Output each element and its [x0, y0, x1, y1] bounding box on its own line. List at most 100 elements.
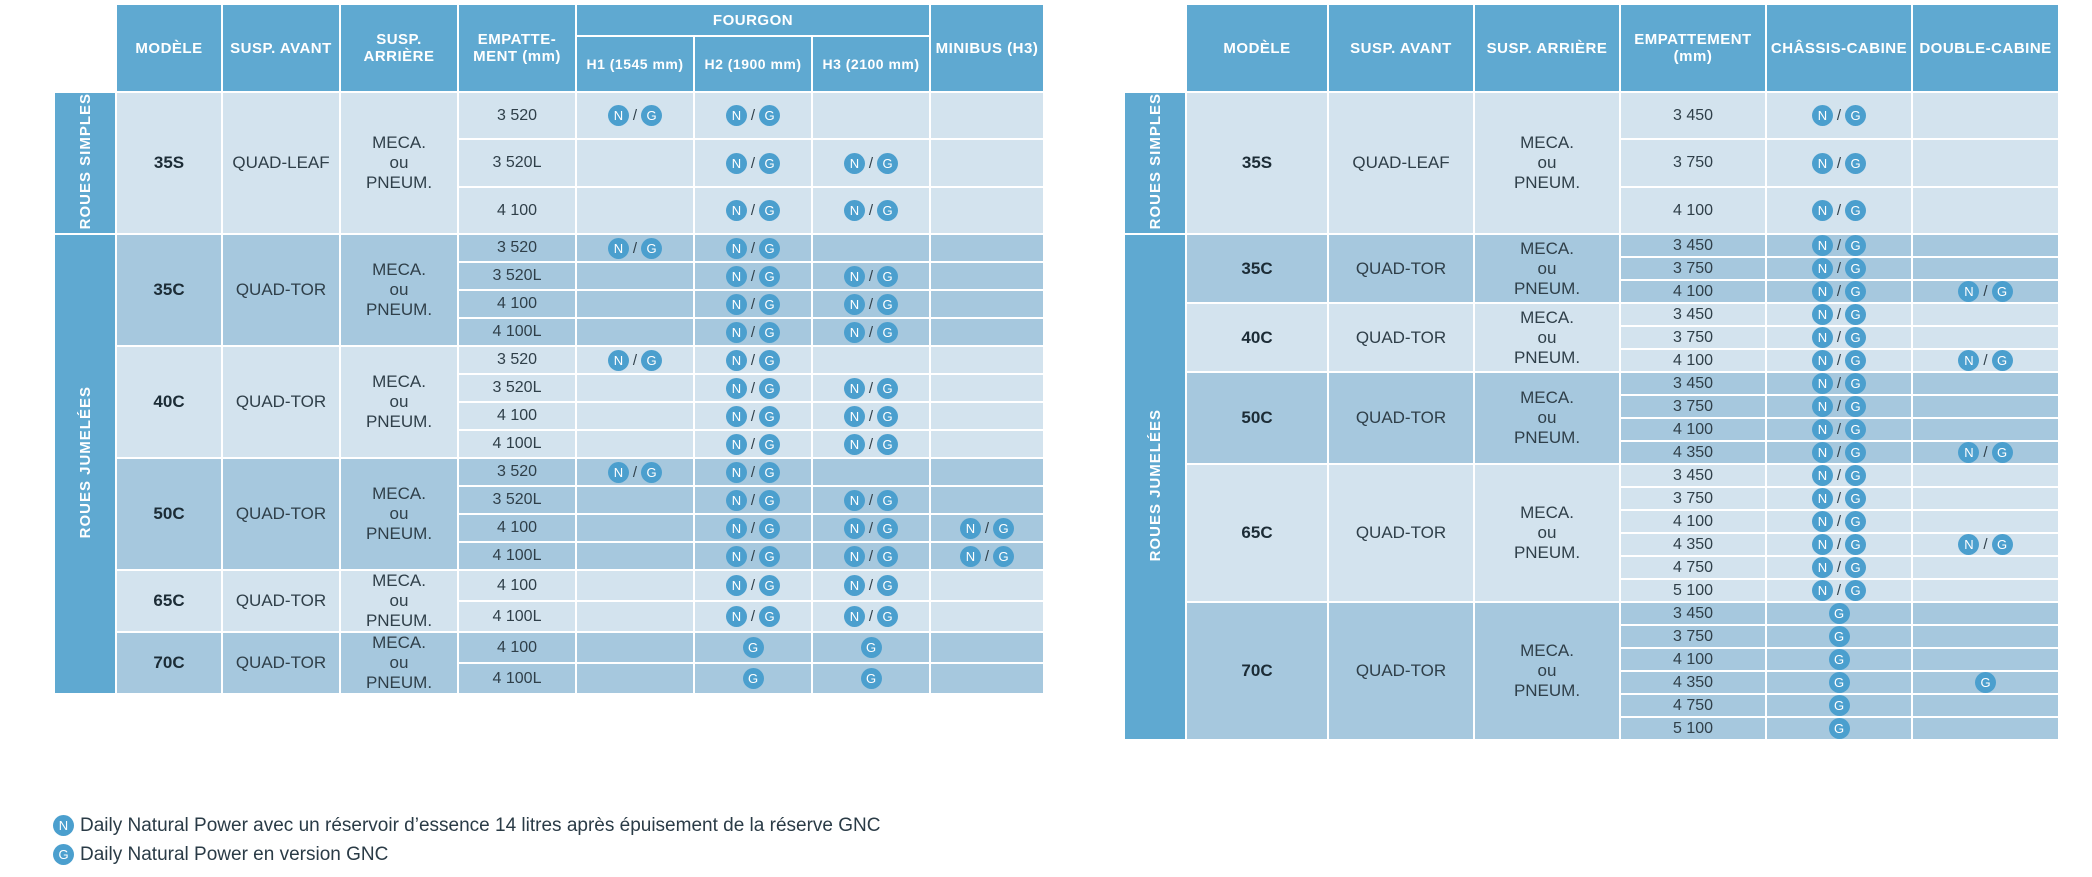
availability-cell	[575, 373, 695, 404]
susp-front-cell: QUAD-TOR	[1327, 463, 1475, 604]
susp-rear-line: ou	[389, 653, 409, 673]
g-circle-icon: G	[1845, 305, 1867, 325]
availability-cell: N / G	[1765, 509, 1913, 535]
availability-cell: G	[811, 662, 931, 696]
separator: /	[632, 239, 638, 257]
table-row: 3 520L N / G N / G	[54, 485, 1045, 516]
separator: /	[1836, 513, 1842, 531]
separator: /	[1836, 490, 1842, 508]
availability-cell: G	[1765, 647, 1913, 673]
availability-cell	[1911, 555, 2060, 581]
fourgon-table: MODÈLE SUSP. AVANT SUSP. ARRIÈRE EMPATTE…	[53, 3, 1045, 696]
availability-cell: N / G	[1765, 302, 1913, 328]
n-circle-icon: N	[607, 237, 629, 259]
wheelbase-cell: 3 450	[1619, 371, 1767, 397]
g-circle-icon: G	[993, 517, 1015, 539]
availability-cell: G	[811, 631, 931, 665]
wheelbase-cell: 4 350	[1619, 532, 1767, 558]
table-row: 3 750 N / G	[1124, 256, 2060, 282]
g-circle-icon: G	[1991, 282, 2013, 302]
g-circle-icon: G	[877, 489, 899, 511]
wheelbase-cell: 4 100	[457, 401, 577, 432]
availability-cell: N / G	[575, 233, 695, 264]
n-circle-icon: N	[725, 606, 747, 628]
separator: /	[750, 323, 756, 341]
susp-rear-cell: MECA. ou PNEUM.	[339, 345, 459, 460]
side-label-roues-jumelees: ROUES JUMELÉES	[53, 233, 117, 696]
corner-blank	[54, 4, 116, 92]
susp-rear-cell: MECA. ou PNEUM.	[1473, 302, 1621, 374]
g-circle-icon: G	[759, 517, 781, 539]
separator: /	[750, 463, 756, 481]
g-circle-icon: G	[1845, 489, 1867, 509]
model-cell: 50C	[115, 457, 223, 572]
wheelbase-cell: 3 450	[1619, 463, 1767, 489]
separator: /	[1836, 107, 1842, 125]
availability-cell: N / G	[693, 90, 813, 141]
table-row: 3 520L N / G N / G	[54, 261, 1045, 292]
n-circle-icon: N	[1958, 282, 1980, 302]
availability-cell: N / G	[811, 569, 931, 603]
table-row: 70C QUAD-TOR MECA. ou PNEUM. 3 450 G	[1124, 601, 2060, 742]
susp-rear-line: PNEUM.	[1513, 543, 1581, 563]
separator: /	[1983, 352, 1988, 370]
wheelbase-cell: 4 100	[1619, 417, 1767, 443]
n-circle-icon: N	[1811, 351, 1833, 371]
availability-cell	[929, 373, 1045, 404]
model-cell: 40C	[115, 345, 223, 460]
wheelbase-cell: 4 100	[457, 185, 577, 236]
availability-cell: N / G	[1911, 279, 2060, 305]
availability-cell	[929, 289, 1045, 320]
n-circle-icon: N	[725, 265, 747, 287]
table-row: 3 750 N / G	[1124, 325, 2060, 351]
availability-cell	[929, 345, 1045, 376]
availability-cell: N / G	[1911, 440, 2060, 466]
separator: /	[868, 491, 874, 509]
g-circle-icon: G	[877, 405, 899, 427]
wheelbase-cell: 4 750	[1619, 555, 1767, 581]
table-row: 3 520L N / G N / G	[54, 138, 1045, 188]
susp-front-cell: QUAD-TOR	[1327, 601, 1475, 742]
g-circle-icon: G	[1991, 535, 2013, 555]
availability-cell	[1911, 185, 2060, 236]
susp-rear-line: MECA.	[1520, 307, 1574, 327]
separator: /	[632, 107, 638, 125]
header-susp-rear: SUSP. ARRIÈRE	[339, 3, 459, 93]
wheelbase-cell: 3 750	[1619, 624, 1767, 650]
g-circle-icon: G	[759, 200, 781, 222]
n-circle-icon: N	[843, 606, 865, 628]
model-cell: 70C	[115, 631, 223, 696]
header-minibus: MINIBUS (H3)	[929, 3, 1045, 93]
table-row: 50C QUAD-TOR MECA. ou PNEUM. 3 520 N / G N / G	[54, 457, 1045, 572]
separator: /	[868, 519, 874, 537]
separator: /	[868, 379, 874, 397]
susp-rear-line: PNEUM.	[365, 412, 433, 432]
n-circle-icon: N	[607, 461, 629, 483]
n-circle-icon: N	[1811, 105, 1833, 127]
availability-cell	[1911, 693, 2060, 719]
susp-rear-line: PNEUM.	[365, 524, 433, 544]
g-circle-icon: G	[1828, 719, 1850, 739]
table-row: 4 100 N / G N / G	[1124, 348, 2060, 374]
availability-cell	[1911, 371, 2060, 397]
n-circle-icon: N	[843, 200, 865, 222]
table-row: ROUES SIMPLES 35S QUAD-LEAF MECA. ou PNEUM. 3 …	[1123, 90, 2060, 236]
availability-cell: N / G	[1765, 394, 1913, 420]
availability-cell: N / G	[693, 345, 813, 376]
wheelbase-cell: 3 750	[1619, 138, 1767, 188]
availability-cell: N / G	[1765, 417, 1913, 443]
separator: /	[1836, 582, 1842, 600]
table-row: 4 100 N / G	[1124, 509, 2060, 535]
availability-cell	[575, 289, 695, 320]
g-circle-icon: G	[1845, 443, 1867, 463]
availability-cell	[811, 457, 931, 488]
n-circle-icon: N	[843, 489, 865, 511]
n-circle-icon: N	[1958, 535, 1980, 555]
availability-cell: N / G	[1765, 486, 1913, 512]
susp-rear-line: ou	[389, 280, 409, 300]
table-row: 4 100L N / G N / G	[54, 317, 1045, 348]
separator: /	[750, 608, 756, 626]
availability-cell: N / G	[575, 457, 695, 488]
availability-cell: N / G	[1765, 555, 1913, 581]
n-circle-icon: N	[1811, 489, 1833, 509]
